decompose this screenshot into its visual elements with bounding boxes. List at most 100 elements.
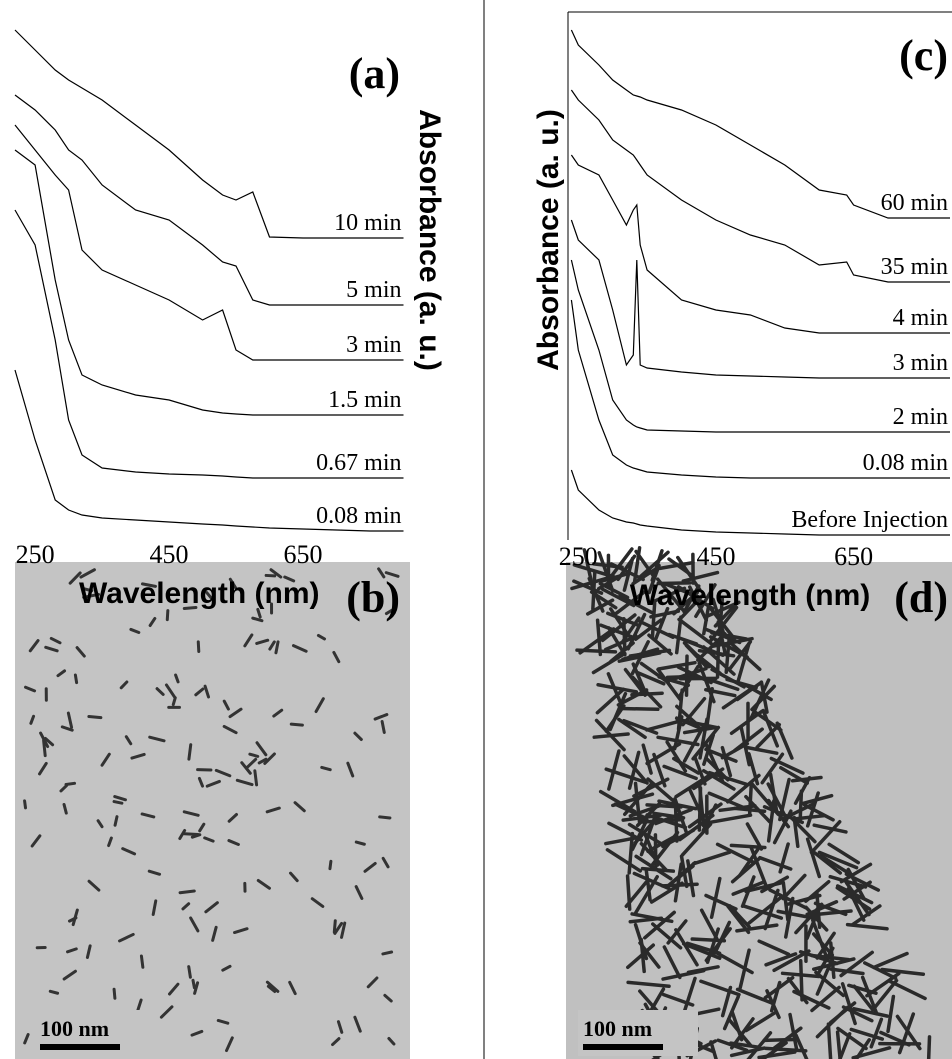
rod — [293, 801, 306, 813]
rod — [203, 836, 215, 843]
rod — [692, 767, 725, 791]
rod — [268, 640, 276, 651]
rod — [895, 1014, 922, 1051]
y-axis-label: Absorbance (a. u.) — [413, 109, 446, 371]
rod — [702, 603, 711, 636]
rod — [761, 708, 780, 748]
rod — [672, 756, 701, 775]
rod — [854, 1038, 871, 1059]
rod — [673, 862, 683, 903]
rod — [725, 677, 758, 690]
rod — [764, 1046, 808, 1053]
rod — [570, 574, 614, 591]
scale-bar-label: 100 nm — [583, 1016, 652, 1041]
rod — [384, 608, 395, 616]
rod — [182, 810, 200, 817]
rod — [612, 590, 646, 617]
rod — [28, 639, 40, 653]
rod — [717, 597, 725, 637]
rod — [674, 772, 714, 799]
rod — [729, 1046, 766, 1058]
rod — [726, 904, 751, 935]
rod — [694, 583, 717, 618]
rod — [635, 670, 666, 686]
rod — [222, 724, 238, 735]
rod — [265, 806, 281, 814]
rod — [804, 879, 831, 903]
spectrum-line — [14, 369, 404, 532]
spectrum-line — [570, 299, 950, 479]
rod — [697, 786, 703, 832]
rod — [274, 640, 280, 655]
rod — [622, 754, 649, 785]
series-label: 35 min — [881, 254, 948, 280]
rod — [42, 738, 47, 758]
spectrum-line — [570, 259, 950, 433]
rod — [611, 792, 655, 808]
rod — [699, 979, 741, 997]
rod — [839, 950, 874, 978]
rod — [772, 949, 811, 973]
rod — [691, 725, 721, 761]
rod — [738, 948, 751, 990]
rod — [897, 1012, 916, 1055]
rod — [747, 752, 760, 786]
rod — [272, 708, 284, 718]
rod — [772, 1026, 803, 1050]
rod — [670, 666, 708, 682]
scale-bar-label: 100 nm — [40, 1016, 109, 1041]
rod — [205, 591, 216, 603]
rod — [381, 856, 390, 869]
rod — [768, 888, 808, 910]
rod — [363, 861, 377, 873]
rod — [651, 922, 683, 950]
rod — [766, 782, 787, 818]
rod — [769, 756, 805, 775]
spectrum-line — [570, 469, 950, 536]
rod — [656, 667, 682, 701]
rod — [377, 567, 386, 579]
rod — [798, 789, 804, 824]
rod — [810, 985, 841, 1013]
rod — [148, 735, 166, 743]
rod — [600, 613, 637, 643]
rod — [49, 636, 62, 645]
x-axis-label: Wavelength (nm) — [79, 577, 320, 610]
rod — [626, 943, 656, 970]
rod — [235, 778, 254, 787]
rod — [140, 582, 157, 588]
rod — [87, 714, 103, 720]
rod — [66, 947, 78, 954]
rod — [56, 669, 67, 678]
rod — [222, 699, 230, 711]
rod — [763, 888, 780, 931]
rod — [96, 819, 104, 829]
rod — [617, 717, 647, 740]
rod — [709, 1040, 718, 1059]
rod — [733, 806, 767, 813]
rod — [720, 745, 733, 778]
rod — [79, 568, 96, 579]
rod — [735, 923, 779, 933]
rod — [709, 678, 740, 692]
rod — [715, 638, 721, 679]
rod — [320, 765, 332, 772]
rod — [744, 1010, 777, 1033]
rod — [676, 585, 715, 611]
rod — [640, 817, 685, 824]
rod — [809, 820, 842, 855]
rod — [288, 980, 297, 996]
rod — [129, 627, 141, 635]
rod — [691, 850, 732, 866]
rod — [641, 743, 653, 775]
spectrum-line — [14, 149, 404, 416]
rod — [221, 964, 232, 972]
rod — [608, 691, 628, 732]
rod — [159, 1005, 174, 1019]
rod — [704, 747, 738, 763]
spectrum-line — [570, 89, 950, 283]
series-label: 0.08 min — [316, 503, 401, 529]
rod — [23, 1033, 30, 1045]
rod — [30, 834, 42, 848]
rod — [627, 822, 665, 847]
